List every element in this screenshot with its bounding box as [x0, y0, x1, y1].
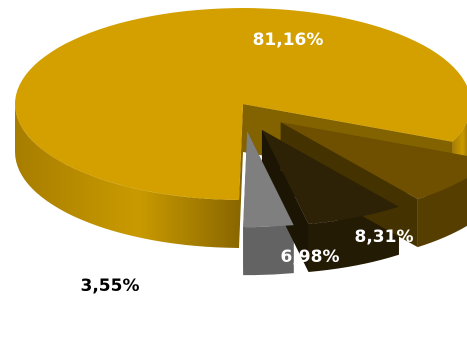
pie-labels: 81,16% 8,31% 6,98% 3,55%	[81, 30, 414, 296]
slice-2-top	[261, 129, 399, 224]
slice-0-side-0	[15, 104, 240, 248]
slice-1-top	[280, 122, 467, 200]
slice-3-top	[243, 131, 294, 228]
pie-tops	[15, 7, 467, 228]
slice-2-wall-1	[261, 129, 309, 272]
slice-label-1: 8,31%	[355, 227, 414, 247]
slice-label-3: 3,55%	[81, 276, 140, 296]
slice-1-side-0	[417, 177, 467, 248]
slice-0-top	[15, 7, 467, 200]
slice-label-2: 6,98%	[281, 247, 340, 267]
slice-0-wall-0	[239, 104, 243, 248]
slice-label-0: 81,16%	[253, 30, 324, 50]
slice-3-side-0	[243, 225, 294, 276]
